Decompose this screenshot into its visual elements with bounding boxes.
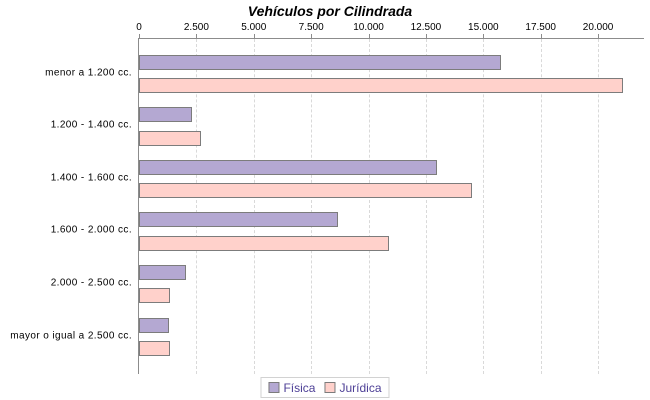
gridline <box>425 39 427 374</box>
legend-label: Jurídica <box>339 380 382 395</box>
plot-area: 0 2.500 5.000 7.500 10.000 12.500 15.000 17.500… <box>136 22 644 374</box>
bar-juridica-0 <box>139 78 624 93</box>
legend-swatch-icon <box>268 382 280 393</box>
gridline <box>196 39 198 374</box>
x-axis-tick-label: 5.000 <box>241 22 267 33</box>
x-axis-tick <box>368 34 370 38</box>
x-axis-tick-label: 17.500 <box>525 22 556 33</box>
x-axis-tick-label: 20.000 <box>582 22 614 33</box>
bar-fisica-1 <box>139 107 192 123</box>
x-axis-tick <box>139 34 140 38</box>
x-axis-tick-label: 7.500 <box>298 22 324 33</box>
legend-label: Física <box>283 380 316 395</box>
bar-fisica-3 <box>139 212 339 228</box>
gridline <box>483 39 485 374</box>
gridline <box>368 39 370 374</box>
x-axis-tick <box>196 34 198 38</box>
x-axis-tick-label: 0 <box>136 22 142 33</box>
bar-juridica-1 <box>139 130 201 146</box>
gridline <box>540 39 542 374</box>
legend: Física Jurídica <box>260 377 390 398</box>
bar-juridica-2 <box>139 183 472 199</box>
category-label: 1.600 - 2.000 cc. <box>50 224 132 236</box>
bar-juridica-5 <box>139 341 170 356</box>
x-axis-tick-label: 2.500 <box>183 22 209 33</box>
category-label: mayor o igual a 2.500 cc. <box>10 330 132 341</box>
gridline <box>598 39 600 374</box>
x-axis-tick <box>540 34 542 38</box>
category-label: 2.000 - 2.500 cc. <box>50 277 132 289</box>
legend-swatch-icon <box>324 382 336 393</box>
x-axis-tick <box>425 34 427 38</box>
x-axis-tick <box>483 34 485 38</box>
x-axis-tick <box>598 34 600 38</box>
x-axis-tick <box>253 34 255 38</box>
gridline <box>253 39 255 374</box>
category-label: menor a 1.200 cc. <box>45 67 132 78</box>
gridline <box>311 39 313 374</box>
x-axis-tick-label: 10.000 <box>353 22 384 33</box>
category-label: 1.400 - 1.600 cc. <box>50 172 132 184</box>
bar-juridica-3 <box>139 235 389 251</box>
bar-juridica-4 <box>139 288 170 304</box>
x-axis-tick-label: 15.000 <box>468 22 499 33</box>
legend-item: Física <box>268 381 315 395</box>
chart-title: Vehículos por Cilindrada <box>247 3 413 19</box>
category-label: 1.200 - 1.400 cc. <box>50 119 132 131</box>
x-axis-tick <box>311 34 313 38</box>
bar-fisica-5 <box>139 317 169 333</box>
x-axis-tick-label: 12.500 <box>410 22 442 33</box>
bar-fisica-4 <box>139 264 186 280</box>
bar-fisica-0 <box>139 54 502 70</box>
bar-fisica-2 <box>139 159 438 175</box>
legend-item: Jurídica <box>324 380 382 395</box>
